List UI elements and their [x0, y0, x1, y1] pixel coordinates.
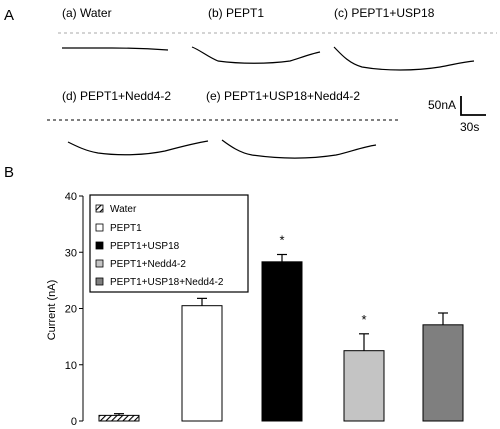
scale-bar — [460, 96, 486, 116]
y-tick-label: 20 — [65, 304, 77, 316]
trace-label-water: (a) Water — [62, 6, 112, 20]
legend-label-pept1-nedd4-2: PEPT1+Nedd4-2 — [110, 259, 186, 270]
significance-marker-pept1-usp18: * — [279, 233, 284, 248]
y-tick-label: 30 — [65, 247, 77, 259]
current-trace-water — [62, 47, 169, 51]
legend-swatch-pept1 — [95, 223, 104, 232]
legend-box — [89, 194, 249, 293]
significance-marker-pept1-nedd4-2: * — [361, 312, 366, 327]
legend-swatch-pept1-nedd4-2 — [95, 259, 104, 268]
legend-label-pept1-usp18: PEPT1+USP18 — [110, 241, 180, 252]
legend-swatch-pept1-usp18 — [95, 241, 104, 250]
legend-swatch-pept1-usp18-nedd4-2 — [95, 277, 104, 286]
panel-a-traces: A (a) Water (b) PEPT1 (c) PEPT1+USP18 (d… — [4, 6, 497, 159]
bar-pept1-nedd4-2 — [343, 350, 385, 422]
bar-pept1 — [181, 305, 223, 422]
current-trace-pept1-usp18-nedd4-2 — [221, 139, 377, 159]
trace-label-pept1-usp18-nedd4-2: (e) PEPT1+USP18+Nedd4-2 — [206, 89, 360, 103]
legend: Water PEPT1 PEPT1+USP18 PEPT1+Nedd4-2 PE… — [89, 194, 249, 293]
bar-pept1-usp18 — [261, 261, 303, 422]
panel-a-label: A — [4, 7, 14, 24]
legend-label-pept1-usp18-nedd4-2: PEPT1+USP18+Nedd4-2 — [110, 277, 224, 288]
scale-bar-current-label: 50nA — [428, 98, 456, 112]
bars: ** — [98, 233, 464, 422]
panel-b-label: B — [4, 164, 14, 181]
bar-water — [98, 414, 140, 422]
trace-label-pept1: (b) PEPT1 — [208, 6, 264, 20]
trace-label-pept1-usp18: (c) PEPT1+USP18 — [334, 6, 435, 20]
y-axis-ticks: 0 10 20 30 40 — [65, 191, 83, 428]
legend-label-water: Water — [110, 204, 137, 215]
current-trace-pept1 — [191, 46, 321, 64]
scale-bar-time-label: 30s — [460, 120, 479, 134]
trace-label-pept1-nedd4-2: (d) PEPT1+Nedd4-2 — [62, 89, 171, 103]
bar-pept1-usp18-nedd4-2 — [422, 324, 464, 422]
y-tick-label: 10 — [65, 360, 77, 372]
y-axis-label: Current (nA) — [46, 280, 58, 341]
current-trace-pept1-nedd4-2 — [67, 140, 209, 156]
legend-label-pept1: PEPT1 — [110, 223, 142, 234]
y-tick-label: 0 — [71, 416, 77, 428]
y-tick-label: 40 — [65, 191, 77, 203]
legend-swatch-water — [95, 204, 104, 213]
current-trace-pept1-usp18 — [333, 46, 475, 71]
